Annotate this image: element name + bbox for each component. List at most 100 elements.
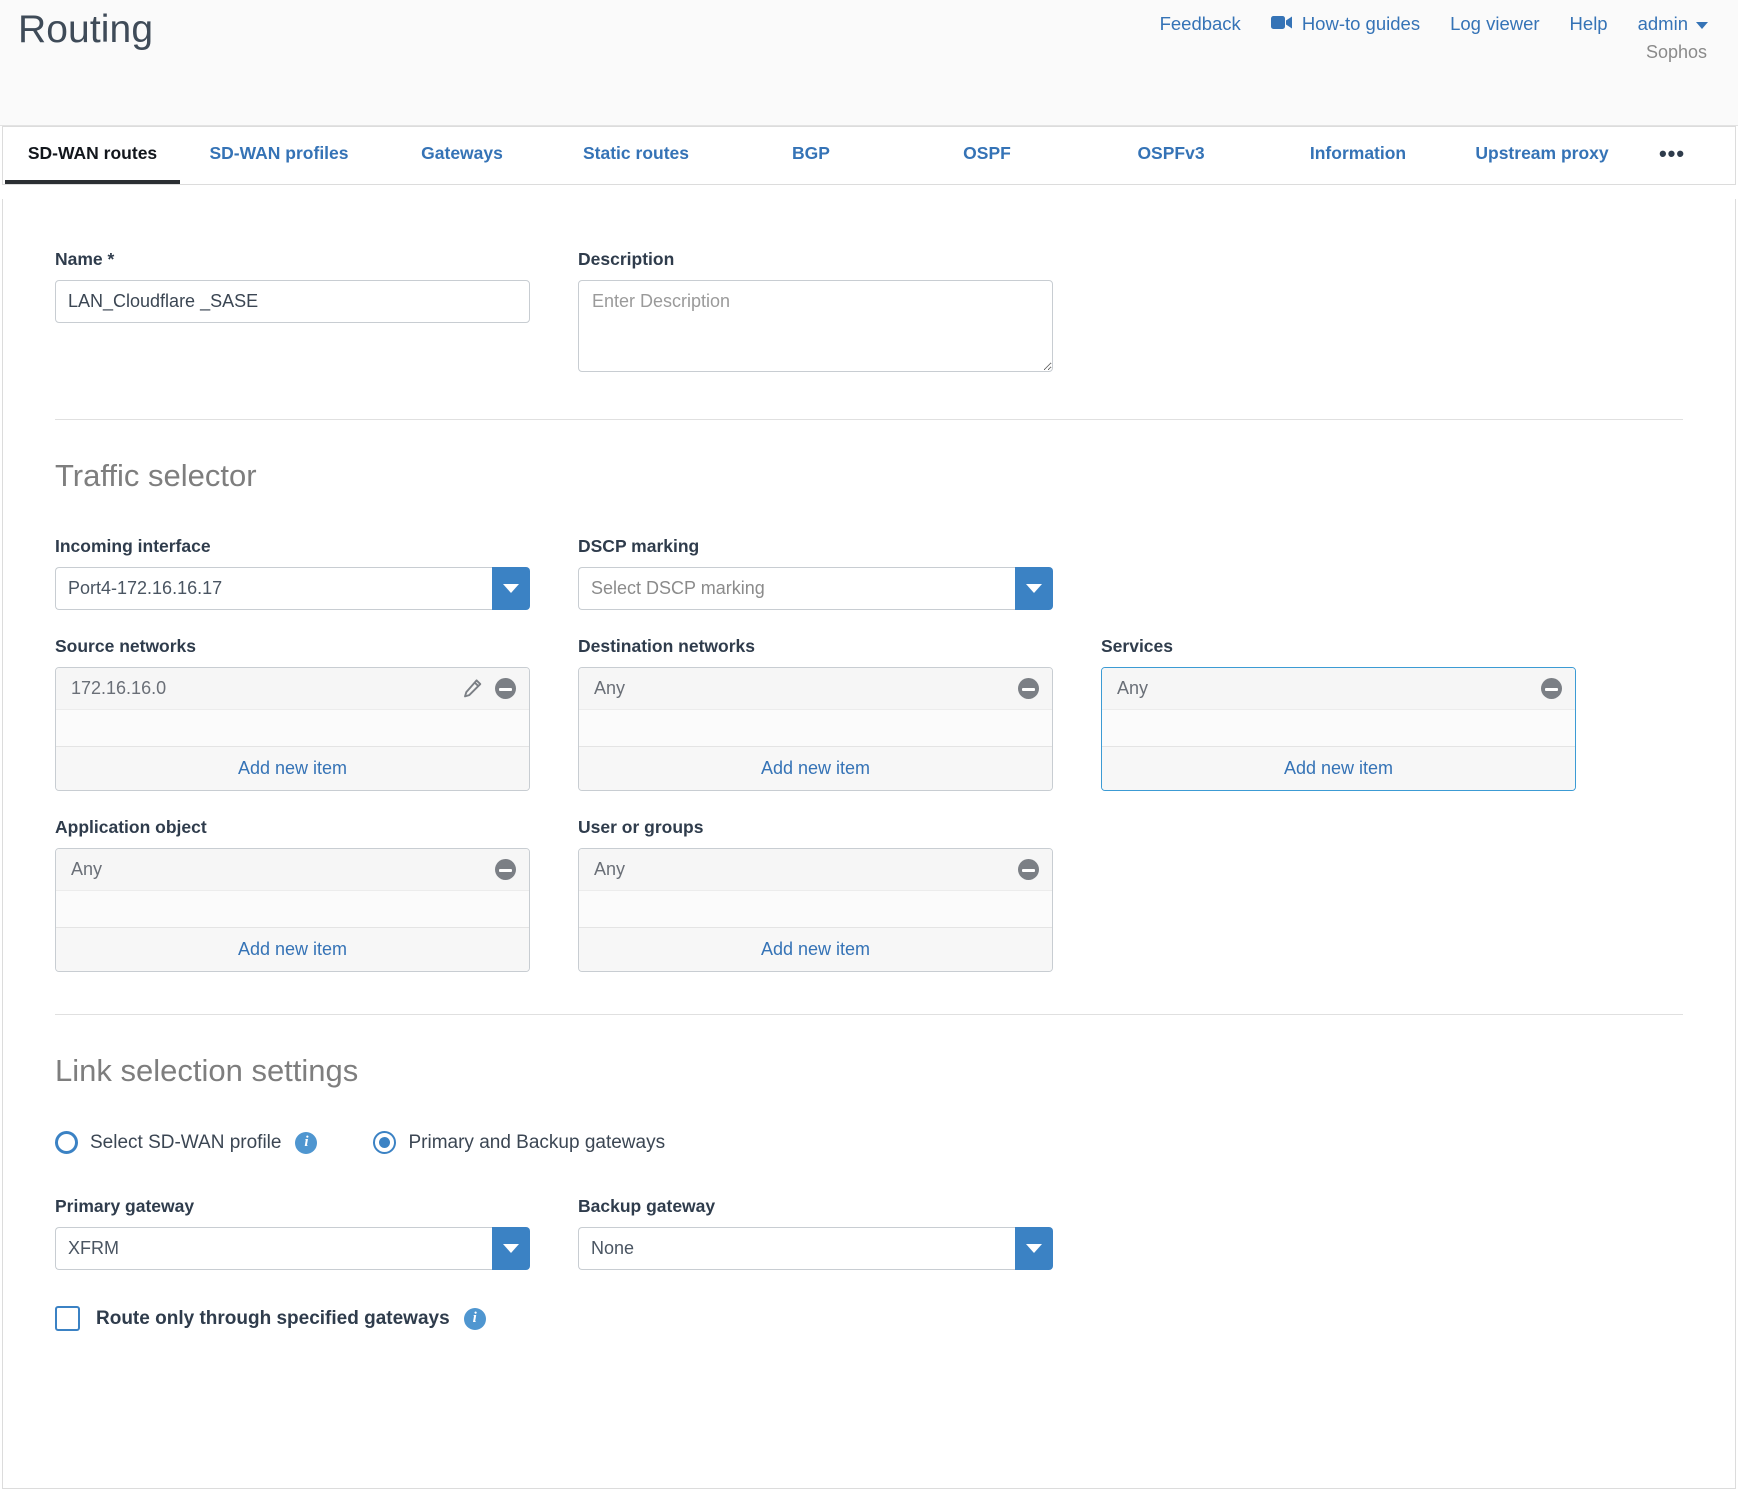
remove-icon[interactable] (495, 678, 516, 699)
tab-upstream-proxy[interactable]: Upstream proxy (1475, 143, 1609, 163)
application-object-items: Any (56, 849, 529, 927)
chevron-down-icon (1696, 21, 1708, 29)
chevron-down-icon (1026, 584, 1042, 593)
list-item-label: Any (594, 678, 626, 698)
services-listbox: Any Add new item (1101, 667, 1576, 791)
dscp-marking-select[interactable]: Select DSCP marking (578, 567, 1053, 610)
tab-static-routes[interactable]: Static routes (583, 143, 689, 163)
description-field-group: Description (578, 249, 1053, 377)
backup-gateway-dropdown-button[interactable] (1015, 1227, 1053, 1270)
radio-select-sdwan-profile[interactable]: Select SD-WAN profile (55, 1131, 281, 1154)
application-object-add-new-item[interactable]: Add new item (56, 927, 529, 971)
name-field-group: Name * (55, 249, 530, 377)
application-object-listbox: Any Add new item (55, 848, 530, 972)
chevron-down-icon (503, 1244, 519, 1253)
tab-list: SD-WAN routes SD-WAN profiles Gateways Stat… (3, 127, 1735, 184)
backup-gateway-select[interactable]: None (578, 1227, 1053, 1270)
tab-overflow-menu[interactable]: ••• (1658, 140, 1686, 166)
video-camera-icon (1270, 13, 1293, 35)
radio-primary-backup-gateways[interactable]: Primary and Backup gateways (373, 1131, 665, 1154)
organization-label: Sophos (1645, 42, 1707, 62)
top-navigation: Feedback How-to guides Log viewer Help a… (1160, 13, 1708, 35)
backup-gateway-value: None (578, 1227, 1015, 1270)
name-input[interactable] (55, 280, 530, 323)
top-bar: Routing Feedback How-to guides Log viewe… (0, 0, 1738, 126)
destination-networks-add-new-item[interactable]: Add new item (579, 746, 1052, 790)
description-label: Description (578, 249, 675, 269)
tab-sd-wan-routes[interactable]: SD-WAN routes (5, 127, 180, 184)
remove-icon[interactable] (1018, 859, 1039, 880)
incoming-interface-group: Incoming interface Port4-172.16.16.17 (55, 536, 530, 610)
incoming-interface-select[interactable]: Port4-172.16.16.17 (55, 567, 530, 610)
services-items: Any (1102, 668, 1575, 746)
radio-select-sdwan-profile-label: Select SD-WAN profile (90, 1131, 282, 1153)
chevron-down-icon (1026, 1244, 1042, 1253)
destination-networks-items: Any (579, 668, 1052, 746)
tab-information[interactable]: Information (1309, 143, 1407, 163)
list-item[interactable]: Any (579, 668, 1052, 710)
info-icon-sdwan-profile[interactable]: i (295, 1131, 318, 1154)
how-to-guides-link[interactable]: How-to guides (1270, 13, 1420, 35)
route-only-checkbox[interactable] (55, 1306, 80, 1331)
tab-sd-wan-profiles[interactable]: SD-WAN profiles (209, 143, 349, 163)
log-viewer-link[interactable]: Log viewer (1450, 13, 1540, 34)
source-networks-group: Source networks 172.16.16.0 (55, 636, 530, 791)
tab-ospf[interactable]: OSPF (963, 143, 1011, 163)
list-item[interactable]: Any (579, 849, 1052, 891)
primary-gateway-label: Primary gateway (55, 1196, 195, 1216)
destination-networks-group: Destination networks Any Add new item (578, 636, 1053, 791)
divider-traffic (55, 419, 1683, 420)
radio-icon (373, 1131, 397, 1154)
backup-gateway-label: Backup gateway (578, 1196, 716, 1216)
tab-bgp[interactable]: BGP (792, 143, 830, 163)
remove-icon[interactable] (1541, 678, 1562, 699)
info-icon-route-only[interactable]: i (463, 1307, 486, 1330)
admin-label: admin (1637, 13, 1688, 34)
destination-networks-label: Destination networks (578, 636, 755, 656)
feedback-link[interactable]: Feedback (1159, 13, 1241, 34)
primary-gateway-select[interactable]: XFRM (55, 1227, 530, 1270)
source-networks-listbox: 172.16.16.0 Add new item (55, 667, 530, 791)
remove-icon[interactable] (495, 859, 516, 880)
route-only-row: Route only through specified gateways i (55, 1306, 1683, 1331)
services-add-new-item[interactable]: Add new item (1102, 746, 1575, 790)
tab-gateways[interactable]: Gateways (421, 143, 503, 163)
description-textarea[interactable] (578, 280, 1053, 372)
list-item[interactable]: 172.16.16.0 (56, 668, 529, 710)
application-object-group: Application object Any Add new item (55, 817, 530, 972)
tab-ospfv3[interactable]: OSPFv3 (1137, 143, 1205, 163)
destination-networks-listbox: Any Add new item (578, 667, 1053, 791)
source-networks-add-new-item[interactable]: Add new item (56, 746, 529, 790)
divider-link-selection (55, 1014, 1683, 1015)
link-selection-options: Select SD-WAN profile i Primary and Back… (55, 1131, 1683, 1154)
dscp-marking-dropdown-button[interactable] (1015, 567, 1053, 610)
edit-pencil-icon[interactable] (462, 678, 483, 699)
list-item[interactable]: Any (56, 849, 529, 891)
sd-wan-route-form: Name * Description Traffic selector Inco… (2, 199, 1736, 1489)
primary-gateway-group: Primary gateway XFRM (55, 1196, 530, 1270)
dscp-marking-label: DSCP marking (578, 536, 700, 556)
incoming-interface-value: Port4-172.16.16.17 (55, 567, 492, 610)
page-title: Routing (18, 8, 154, 51)
remove-icon[interactable] (1018, 678, 1039, 699)
user-or-groups-label: User or groups (578, 817, 704, 837)
radio-primary-backup-gateways-label: Primary and Backup gateways (408, 1131, 666, 1153)
list-item-label: Any (1117, 678, 1149, 698)
list-item[interactable]: Any (1102, 668, 1575, 710)
list-item-label: 172.16.16.0 (71, 678, 167, 698)
tab-bar: SD-WAN routes SD-WAN profiles Gateways Stat… (2, 126, 1736, 185)
dscp-marking-group: DSCP marking Select DSCP marking (578, 536, 1053, 610)
user-or-groups-items: Any (579, 849, 1052, 927)
incoming-interface-dropdown-button[interactable] (492, 567, 530, 610)
services-group: Services Any Add new item (1101, 636, 1576, 791)
services-label: Services (1101, 636, 1174, 656)
route-only-label: Route only through specified gateways (96, 1307, 450, 1329)
radio-icon (55, 1131, 78, 1154)
admin-menu[interactable]: admin (1638, 13, 1708, 35)
primary-gateway-dropdown-button[interactable] (492, 1227, 530, 1270)
help-link[interactable]: Help (1569, 13, 1608, 34)
user-or-groups-group: User or groups Any Add new item (578, 817, 1053, 972)
user-or-groups-add-new-item[interactable]: Add new item (579, 927, 1052, 971)
link-selection-heading: Link selection settings (55, 1053, 359, 1088)
list-item-label: Any (594, 859, 626, 879)
